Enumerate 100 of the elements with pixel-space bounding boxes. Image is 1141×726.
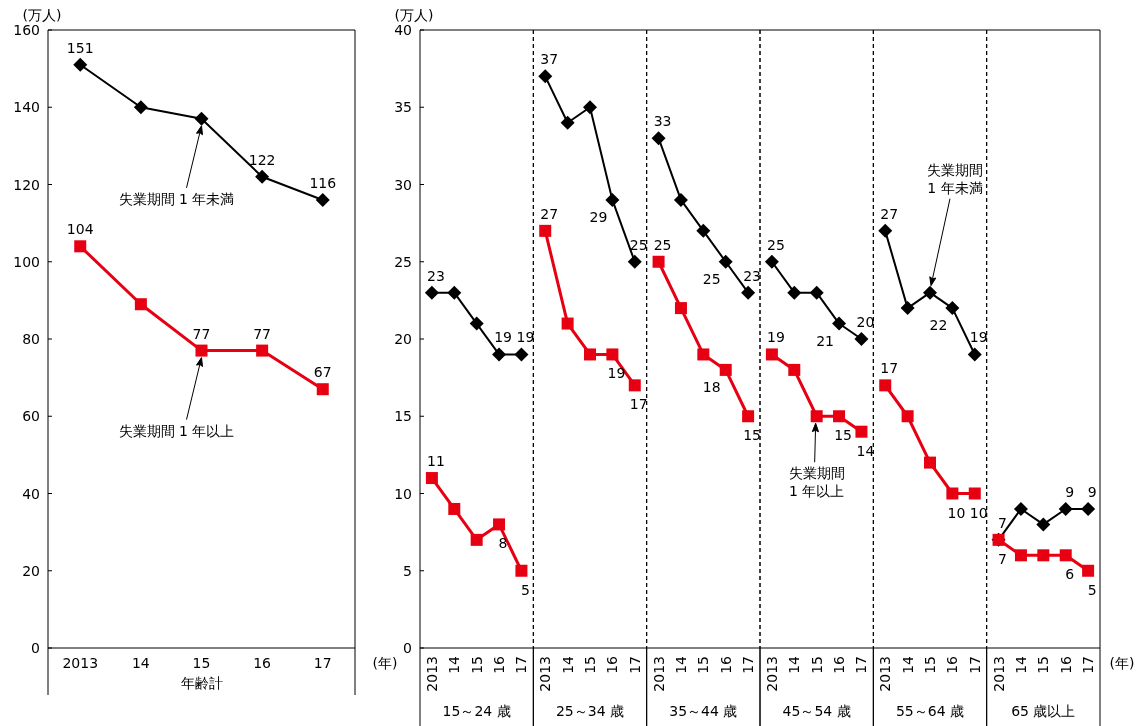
point [583,100,597,115]
data-label: 67 [313,364,332,381]
y-tick-label: 25 [394,253,412,270]
data-label: 22 [929,317,948,334]
y-tick-label: 80 [22,331,40,347]
point [425,472,438,485]
y-tick-label: 20 [394,331,412,347]
point [315,192,330,207]
y-tick-label: 0 [403,640,412,656]
y-tick-label: 35 [394,99,412,116]
x-tick-label: 17 [740,656,757,674]
point [697,348,710,361]
data-label: 19 [766,329,785,346]
point [968,487,981,500]
x-tick-label: 14 [1012,655,1029,674]
data-label: 77 [192,325,211,342]
x-tick-label: 2013 [877,656,894,692]
x-tick-label: 15 [192,655,211,671]
point [561,317,574,330]
x-tick-label: 2013 [763,656,780,692]
point [255,169,270,184]
data-label: 104 [66,221,94,238]
x-tick-label: 14 [559,655,576,674]
point [718,254,733,269]
point [316,383,329,396]
point [493,518,506,531]
x-tick-label: 17 [966,656,983,674]
data-label: 20 [856,314,875,330]
x-tick-label: 15 [468,656,485,674]
data-label: 19 [607,365,626,382]
point [879,379,892,392]
point [652,255,665,268]
data-label: 25 [766,236,785,253]
data-label: 15 [834,427,852,444]
point [764,254,779,269]
x-tick-label: 15 [922,656,938,674]
x-tick-label: 17 [853,656,870,674]
data-label: 25 [702,270,721,287]
data-label: 17 [880,360,899,377]
y-axis-title: (万人) [22,7,62,23]
point [765,348,778,361]
data-label: 5 [520,581,530,598]
data-label: 25 [629,236,648,253]
data-label: 8 [498,535,508,552]
data-label: 7 [998,550,1008,567]
data-label: 6 [1065,566,1075,583]
data-label: 19 [494,329,512,346]
data-label: 19 [969,329,988,346]
point [606,348,619,361]
x-tick-label: 17 [626,656,643,674]
point [133,100,148,115]
x-tick-label: 16 [491,655,508,674]
x-tick-label: 2013 [990,656,1007,692]
y-tick-label: 100 [13,253,40,270]
point [900,301,915,316]
y-tick-label: 5 [403,562,412,579]
point [73,57,88,72]
point [673,192,688,207]
point [194,111,209,126]
point [901,410,914,423]
y-tick-label: 40 [394,22,412,38]
x-tick-label: 17 [313,655,332,671]
point [514,347,529,362]
point [1058,501,1073,516]
point [810,410,823,423]
data-label: 122 [248,151,276,168]
point [628,379,641,392]
y-axis-title: (万人) [394,7,434,23]
y-tick-label: 140 [13,99,40,116]
y-tick-label: 30 [394,176,412,193]
data-label: 33 [653,113,672,130]
x-tick-label: 15 [582,656,598,674]
point [256,344,269,357]
point [946,487,959,500]
point [787,285,802,300]
x-axis-title: 45～54 歳 [782,703,851,719]
x-tick-label: 16 [604,655,621,674]
point [674,302,687,315]
series-label: 失業期間 1 年未満 [118,190,235,207]
text: (年) [1109,655,1135,671]
x-tick-label: 15 [695,656,712,674]
data-label: 23 [426,267,445,284]
x-tick-label: 14 [131,655,150,671]
x-tick-label: 15 [1035,656,1052,674]
data-label: 37 [540,51,559,68]
data-label: 116 [309,174,337,191]
x-axis-title: 15～24 歳 [442,703,511,719]
point [741,285,756,300]
point [492,347,507,362]
point [1037,549,1050,562]
x-axis-title: 25～34 歳 [555,703,625,719]
data-label: 21 [816,332,834,349]
point [833,410,846,423]
point [1081,501,1096,516]
point [1013,501,1028,516]
y-tick-label: 20 [22,562,40,579]
point [448,502,461,515]
x-tick-label: 16 [1057,655,1074,674]
point [560,115,575,130]
y-tick-label: 160 [13,22,40,38]
